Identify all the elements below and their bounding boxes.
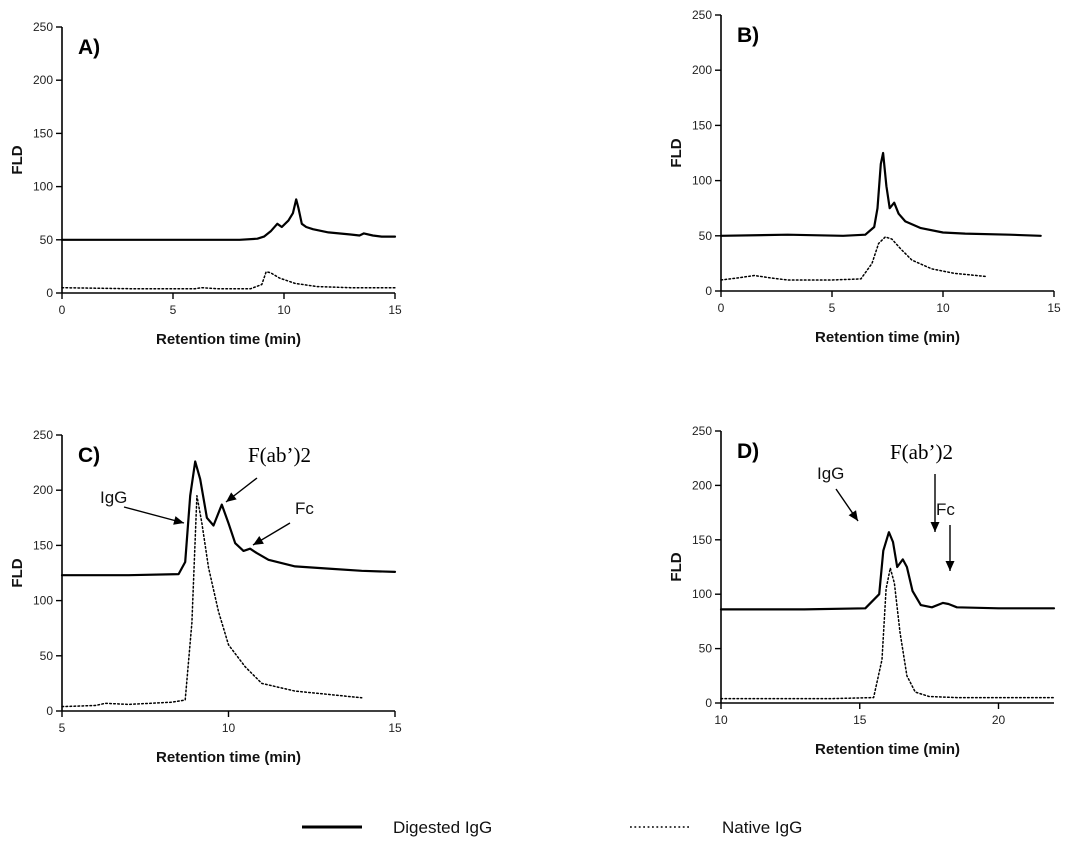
y-tick-label: 150 [33, 126, 53, 140]
x-tick-label: 15 [388, 721, 402, 735]
panel-label: B) [737, 24, 759, 47]
annotation-arrowhead [253, 536, 264, 545]
y-tick-label: 250 [33, 428, 53, 442]
x-tick-label: 5 [59, 721, 66, 735]
x-axis-label: Retention time (min) [815, 741, 960, 758]
y-tick-label: 200 [692, 63, 712, 77]
x-tick-label: 0 [718, 301, 725, 315]
x-axis-label: Retention time (min) [156, 749, 301, 766]
y-tick-label: 0 [705, 696, 712, 710]
chart-panel-1: 0 50 100 150 200 250 0 5 10 15 Retention time (min… [9, 20, 402, 348]
native-igg-line [720, 567, 1055, 700]
digested-igg-line [60, 460, 397, 577]
y-axis-label: FLD [668, 552, 685, 581]
x-tick-label: 20 [992, 713, 1006, 727]
annotation-arrowhead [848, 510, 858, 521]
x-tick-label: 10 [277, 303, 291, 317]
x-tick-label: 15 [388, 303, 402, 317]
annotation-arrowhead [945, 561, 955, 571]
y-tick-label: 100 [33, 594, 53, 608]
x-tick-label: 0 [59, 303, 66, 317]
y-axis-label: FLD [9, 558, 26, 587]
annotation-arrow [123, 506, 185, 524]
y-tick-label: 50 [40, 649, 54, 663]
annotation-label: IgG [100, 488, 127, 507]
annotation-arrowhead [930, 522, 940, 532]
y-tick-label: 150 [692, 118, 712, 132]
y-tick-label: 250 [692, 424, 712, 438]
digested-igg-line [719, 151, 1042, 237]
native-igg-line [61, 494, 363, 708]
annotation-label: Fc [295, 499, 314, 518]
annotation-label: F(ab’)2 [890, 440, 953, 464]
legend-native-label: Native IgG [722, 818, 802, 837]
panel-label: A) [78, 36, 100, 59]
y-axis-label: FLD [9, 145, 26, 174]
annotation-arrowhead [226, 492, 237, 502]
x-tick-label: 15 [1047, 301, 1061, 315]
y-tick-label: 200 [692, 478, 712, 492]
y-tick-label: 100 [692, 587, 712, 601]
x-tick-label: 10 [714, 713, 728, 727]
y-tick-label: 50 [699, 229, 713, 243]
y-tick-label: 0 [46, 704, 53, 718]
chart-panel-3: 0 50 100 150 200 250 5 10 15 Retention time (min)… [9, 428, 402, 766]
x-tick-label: 10 [936, 301, 950, 315]
x-tick-label: 5 [829, 301, 836, 315]
chart-panel-4: 0 50 100 150 200 250 10 15 20 Retention time (min… [668, 424, 1056, 758]
native-igg-line [720, 236, 989, 281]
y-tick-label: 250 [692, 8, 712, 22]
x-tick-label: 15 [853, 713, 867, 727]
x-axis-label: Retention time (min) [156, 331, 301, 348]
y-tick-label: 100 [692, 174, 712, 188]
y-tick-label: 200 [33, 483, 53, 497]
y-tick-label: 200 [33, 73, 53, 87]
x-axis-label: Retention time (min) [815, 329, 960, 346]
y-tick-label: 150 [692, 533, 712, 547]
digested-igg-line [60, 198, 397, 241]
y-tick-label: 50 [40, 233, 54, 247]
chart-panel-2: 0 50 100 150 200 250 0 5 10 15 Retention time (min… [668, 8, 1061, 346]
y-tick-label: 150 [33, 538, 53, 552]
annotation-label: Fc [936, 500, 955, 519]
native-igg-line [61, 270, 396, 290]
panel-label: D) [737, 440, 759, 463]
legend: Digested IgG Native IgG [302, 818, 802, 837]
annotation-label: IgG [817, 464, 844, 483]
y-tick-label: 0 [705, 284, 712, 298]
legend-digested-label: Digested IgG [393, 818, 492, 837]
y-axis-label: FLD [668, 138, 685, 167]
y-tick-label: 50 [699, 642, 713, 656]
digested-igg-line [719, 531, 1056, 611]
annotation-label: F(ab’)2 [248, 443, 311, 467]
annotation-arrowhead [173, 516, 184, 525]
y-tick-label: 250 [33, 20, 53, 34]
y-tick-label: 0 [46, 286, 53, 300]
x-tick-label: 5 [170, 303, 177, 317]
panel-label: C) [78, 444, 100, 467]
y-tick-label: 100 [33, 180, 53, 194]
x-tick-label: 10 [222, 721, 236, 735]
